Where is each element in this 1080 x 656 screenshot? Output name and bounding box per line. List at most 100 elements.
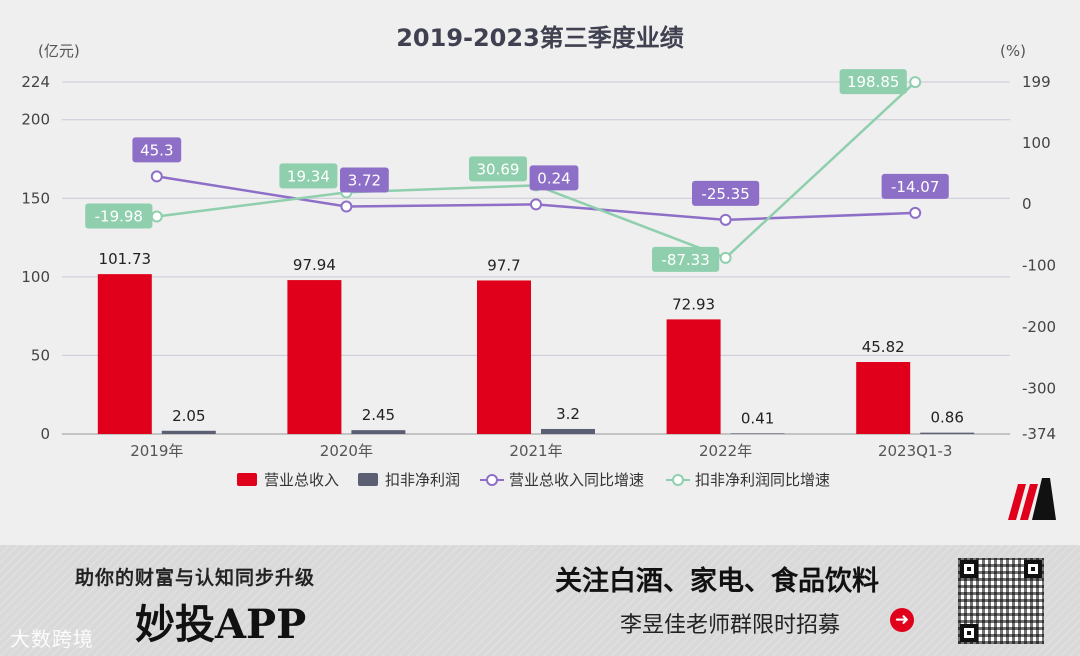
net-profit-bar xyxy=(541,428,595,434)
bar-labels: 101.73 97.94 97.7 72.93 45.82 2.05 2.45 3.2 0.41… xyxy=(99,250,964,427)
label-pill-text: -14.07 xyxy=(891,178,939,196)
revenue-bar xyxy=(477,280,531,434)
left-tick-label: 224 xyxy=(21,73,50,91)
left-tick-label: 200 xyxy=(21,111,50,129)
label-pill-text: 45.3 xyxy=(140,141,173,159)
net-profit-bar xyxy=(351,430,406,434)
revenue-bar-label: 101.73 xyxy=(99,250,152,268)
legend-item: 营业总收入 xyxy=(237,471,339,489)
right-tick-label: -300 xyxy=(1022,380,1056,398)
revenue-growth-label: 3.72 xyxy=(340,167,389,193)
label-pill xyxy=(881,173,949,199)
net-profit-growth-point xyxy=(719,251,732,264)
left-tick-label: 150 xyxy=(21,189,50,207)
revenue-bar xyxy=(287,280,342,434)
footer-recruit-text: 李昱佳老师群限时招募 xyxy=(620,613,841,638)
legend-marker xyxy=(486,474,498,486)
net-profit-growth-label: -87.33 xyxy=(652,246,720,272)
legend-label: 营业总收入 xyxy=(264,471,339,489)
label-pill-text: 30.69 xyxy=(477,160,520,178)
net-profit-growth-label: 30.69 xyxy=(469,156,527,182)
legend-swatch xyxy=(237,473,257,486)
revenue-growth-point xyxy=(909,206,922,219)
category-label: 2023Q1-3 xyxy=(878,442,952,460)
net-profit-growth-label: -19.98 xyxy=(85,203,153,229)
right-axis-unit: (%) xyxy=(1000,42,1026,60)
legend: 营业总收入 扣非净利润 营业总收入同比增速 扣非净利润同比增速 xyxy=(237,471,830,489)
revenue-growth-point xyxy=(719,213,732,226)
net-profit-growth-point xyxy=(909,76,922,89)
legend-label: 扣非净利润 xyxy=(385,471,460,489)
right-axis-ticks: -374 -300 -200 -100 0 100 199 xyxy=(1022,73,1056,443)
revenue-growth-point xyxy=(530,198,542,211)
promo-footer: 助你的财富与认知同步升级 妙投APP 关注白酒、家电、食品饮料 李昱佳老师群限时… xyxy=(0,545,1080,656)
revenue-growth-label: 45.3 xyxy=(132,137,182,163)
label-pill xyxy=(279,163,338,189)
label-pill-text: 19.34 xyxy=(287,167,330,185)
chart-svg: 2019-2023第三季度业绩 (亿元) (%) 0 50 100 150 200 224… xyxy=(21,24,1056,520)
label-pill-text: -25.35 xyxy=(701,185,749,203)
label-pill xyxy=(692,180,760,206)
revenue-growth-label: 0.24 xyxy=(529,165,579,191)
label-pill-text: -19.98 xyxy=(95,208,143,226)
left-tick-label: 50 xyxy=(31,346,50,364)
category-labels: 2019年 2020年 2021年 2022年 2023Q1-3 xyxy=(130,442,952,460)
revenue-bar-label: 97.94 xyxy=(293,256,336,274)
footer-follow-text: 关注白酒、家电、食品饮料 xyxy=(555,566,879,597)
revenue-bar xyxy=(856,361,911,434)
label-pill-text: 0.24 xyxy=(537,169,570,187)
left-tick-label: 100 xyxy=(21,268,50,286)
label-pill xyxy=(85,203,153,229)
label-pill-text: 3.72 xyxy=(348,172,381,190)
line-labels: 45.3 3.72 0.24 -25.35 -14.07 -19.98 19.34 30.69… xyxy=(85,69,949,272)
net-profit-bar xyxy=(920,432,975,434)
left-axis-unit: (亿元) xyxy=(38,42,80,60)
left-axis-ticks: 0 50 100 150 200 224 xyxy=(21,73,50,443)
net-profit-bar-label: 3.2 xyxy=(556,405,580,423)
legend-marker xyxy=(672,474,684,486)
left-tick-label: 0 xyxy=(40,425,50,443)
revenue-growth-label: -25.35 xyxy=(692,180,760,206)
revenue-growth-label: -14.07 xyxy=(881,173,949,199)
m-logo-icon xyxy=(1008,478,1056,520)
legend-item: 扣非净利润 xyxy=(358,471,460,489)
label-pill xyxy=(839,69,907,95)
footer-app-name: 妙投APP xyxy=(135,601,307,648)
footer-slogan: 助你的财富与认知同步升级 xyxy=(75,567,316,589)
revenue-bar-label: 45.82 xyxy=(862,338,905,356)
gridlines xyxy=(62,81,1010,435)
revenue-growth-point xyxy=(150,170,163,183)
revenue-bar xyxy=(666,319,721,434)
revenue-bar xyxy=(97,274,152,434)
label-pill xyxy=(529,165,579,191)
category-label: 2021年 xyxy=(509,442,562,460)
legend-label: 扣非净利润同比增速 xyxy=(695,471,830,489)
category-label: 2020年 xyxy=(320,442,373,460)
net-profit-bar-label: 0.86 xyxy=(930,409,963,427)
arrow-right-icon[interactable]: ➜ xyxy=(890,608,914,632)
label-pill xyxy=(652,246,720,272)
label-pill xyxy=(469,156,527,182)
watermark: 大数跨境 xyxy=(10,627,94,651)
chart-title: 2019-2023第三季度业绩 xyxy=(396,24,684,52)
revenue-bar-label: 97.7 xyxy=(487,256,520,274)
net-profit-bar xyxy=(161,430,216,434)
chart-area: 2019-2023第三季度业绩 (亿元) (%) 0 50 100 150 200 224… xyxy=(21,24,1056,520)
revenue-bar-label: 72.93 xyxy=(672,295,715,313)
right-tick-label: 199 xyxy=(1022,73,1051,91)
label-pill-text: -87.33 xyxy=(661,251,709,269)
net-profit-growth-label: 198.85 xyxy=(839,69,907,95)
net-profit-bar-label: 0.41 xyxy=(741,409,774,427)
revenue-growth-point xyxy=(340,200,353,213)
net-profit-bar xyxy=(730,433,785,434)
net-profit-growth-label: 19.34 xyxy=(279,163,338,189)
right-tick-label: 0 xyxy=(1022,195,1032,213)
legend-item: 扣非净利润同比增速 xyxy=(666,471,830,489)
right-tick-label: -374 xyxy=(1022,425,1056,443)
right-tick-label: -100 xyxy=(1022,257,1056,275)
qr-code-icon xyxy=(958,558,1044,644)
category-label: 2022年 xyxy=(699,442,752,460)
category-label: 2019年 xyxy=(130,442,183,460)
right-tick-label: 100 xyxy=(1022,134,1051,152)
legend-swatch xyxy=(358,473,378,486)
